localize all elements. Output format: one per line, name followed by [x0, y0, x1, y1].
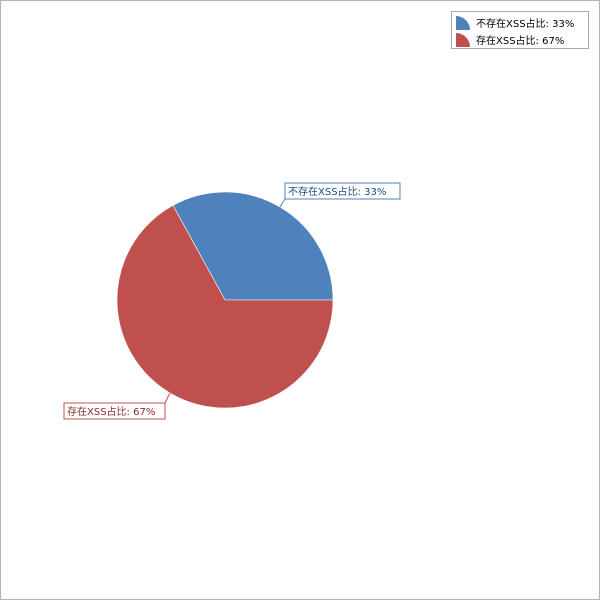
data-label-box-not-exist	[284, 182, 401, 200]
pie-slices	[116, 191, 334, 409]
data-label-exist: 存在XSS占比: 67%	[63, 402, 166, 420]
legend: 不存在XSS占比: 33% 存在XSS占比: 67%	[451, 11, 589, 49]
legend-label-not-exist: 不存在XSS占比: 33%	[476, 19, 575, 30]
data-label-not-exist: 不存在XSS占比: 33%	[284, 182, 401, 200]
data-labels: 不存在XSS占比: 33% 存在XSS占比: 67%	[63, 182, 401, 420]
pie-slice-exist	[116, 204, 334, 409]
legend-item-not-exist: 不存在XSS占比: 33%	[454, 14, 588, 31]
leader-line-not-exist	[279, 198, 286, 208]
legend-label-exist: 存在XSS占比: 67%	[476, 36, 565, 47]
legend-swatch-exist	[456, 32, 470, 47]
data-label-box-exist	[63, 402, 166, 420]
leader-lines	[164, 198, 286, 404]
data-label-text-not-exist: 不存在XSS占比: 33%	[288, 185, 386, 198]
data-label-text-exist: 存在XSS占比: 67%	[67, 405, 155, 418]
legend-swatch-not-exist	[456, 15, 470, 30]
leader-line-exist	[164, 392, 171, 404]
pie-slice-not-exist	[172, 191, 334, 301]
legend-item-exist: 存在XSS占比: 67%	[454, 31, 588, 48]
